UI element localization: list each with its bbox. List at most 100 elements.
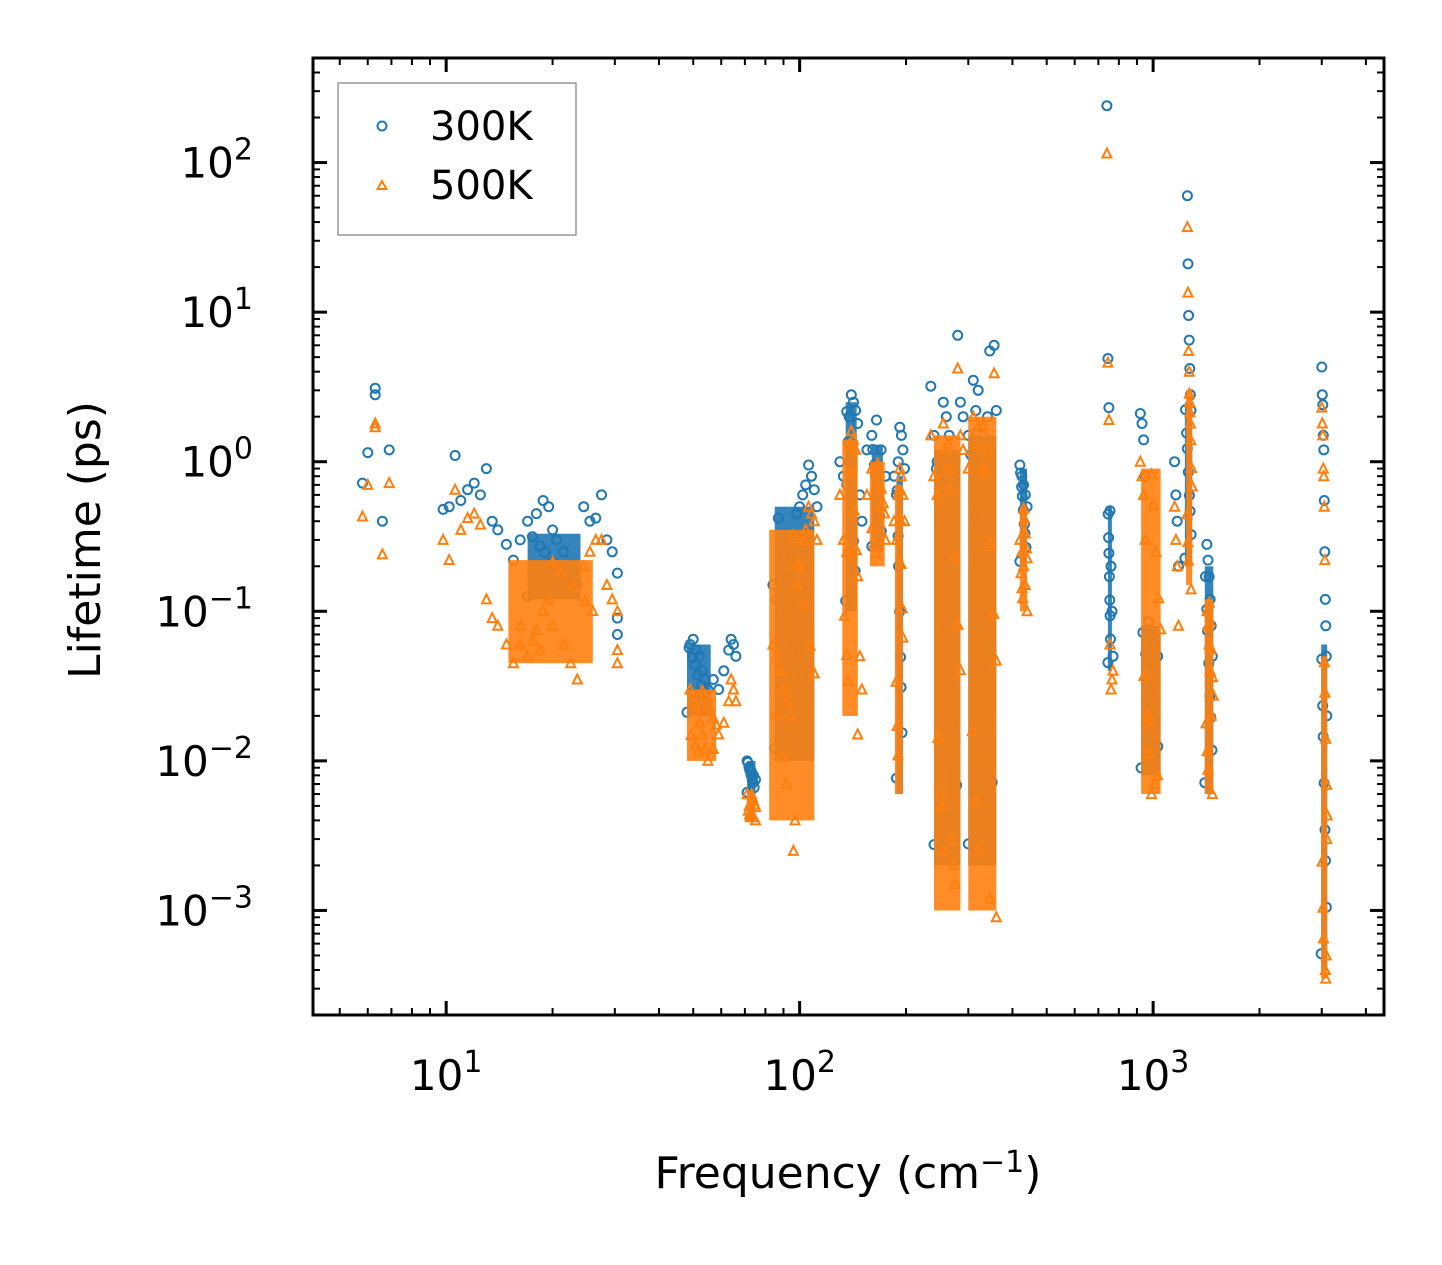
point-500K [1203, 595, 1216, 608]
point-500K [698, 690, 712, 703]
point-500K [1201, 743, 1214, 757]
point-500K [935, 798, 948, 811]
point-300K [611, 612, 623, 624]
point-500K [805, 506, 818, 519]
point-500K [690, 702, 703, 715]
point-500K [947, 549, 961, 562]
point-500K [687, 694, 700, 707]
point-300K [539, 546, 551, 558]
point-500K [683, 682, 697, 695]
point-500K [1184, 432, 1197, 446]
point-500K [1315, 854, 1329, 867]
point-500K [1142, 708, 1155, 721]
point-300K [443, 501, 455, 513]
point-300K [803, 459, 815, 471]
point-300K [1202, 554, 1214, 566]
point-300K [1318, 495, 1330, 506]
point-500K [898, 513, 911, 527]
series-500K [356, 146, 1334, 984]
point-500K [1019, 577, 1032, 590]
point-500K [853, 649, 866, 662]
point-500K [796, 532, 809, 545]
point-500K [1181, 219, 1194, 233]
point-300K [772, 512, 784, 524]
point-500K [696, 683, 709, 696]
point-500K [507, 655, 520, 669]
point-300K [693, 650, 705, 662]
point-500K [969, 437, 982, 450]
point-500K [889, 674, 903, 687]
point-300K [514, 534, 526, 546]
point-500K [729, 694, 743, 707]
point-500K [1201, 618, 1215, 631]
point-500K [808, 513, 821, 527]
point-500K [1101, 355, 1115, 368]
point-300K [988, 339, 1000, 351]
point-500K [554, 564, 567, 577]
point-500K [722, 694, 735, 707]
point-300K [1102, 353, 1114, 364]
point-500K [1316, 900, 1330, 913]
legend-marker-500k [375, 178, 389, 190]
point-500K [1146, 498, 1160, 511]
point-500K [944, 481, 957, 495]
point-500K [788, 813, 802, 826]
point-500K [566, 579, 579, 592]
point-500K [855, 682, 869, 695]
point-500K [783, 708, 797, 721]
point-300K [530, 508, 542, 520]
point-300K [492, 524, 504, 536]
point-500K [709, 717, 723, 730]
point-300K [1104, 594, 1116, 606]
point-500K [685, 727, 698, 740]
point-500K [1319, 971, 1332, 984]
point-300K [1200, 571, 1211, 582]
point-500K [1318, 654, 1331, 668]
point-500K [1318, 499, 1331, 512]
point-300K [596, 489, 607, 501]
point-500K [954, 428, 967, 441]
point-500K [1015, 544, 1028, 557]
point-500K [874, 499, 888, 512]
point-500K [793, 559, 806, 572]
point-300K [725, 633, 737, 645]
point-500K [869, 545, 882, 559]
point-500K [790, 577, 803, 590]
point-500K [491, 618, 504, 631]
point-300K [850, 405, 862, 416]
point-500K [1202, 637, 1216, 650]
point-500K [1172, 618, 1185, 631]
point-500K [1105, 672, 1119, 685]
point-300K [1104, 505, 1116, 517]
point-300K [843, 411, 855, 423]
point-500K [1135, 468, 1149, 482]
point-500K [1316, 428, 1329, 441]
point-500K [840, 544, 853, 557]
point-300K [940, 411, 952, 423]
x-tick-label: 101 [410, 1045, 483, 1100]
point-300K [687, 633, 699, 645]
point-300K [871, 414, 882, 426]
point-500K [1183, 405, 1197, 418]
point-500K [1142, 746, 1155, 759]
point-500K [780, 776, 793, 790]
point-300K [1138, 434, 1150, 446]
point-300K [500, 538, 512, 550]
point-500K [577, 559, 590, 572]
point-300K [895, 429, 907, 441]
point-500K [1148, 776, 1161, 789]
point-500K [972, 419, 985, 433]
point-500K [1020, 551, 1034, 564]
point-500K [1201, 762, 1215, 775]
point-500K [369, 416, 382, 429]
point-500K [808, 666, 821, 679]
point-300K [866, 429, 878, 441]
point-500K [940, 442, 953, 455]
point-500K [1018, 511, 1031, 524]
point-500K [1137, 487, 1150, 500]
point-500K [1320, 777, 1333, 790]
point-500K [976, 461, 990, 474]
point-500K [557, 637, 570, 650]
point-500K [1315, 400, 1328, 413]
